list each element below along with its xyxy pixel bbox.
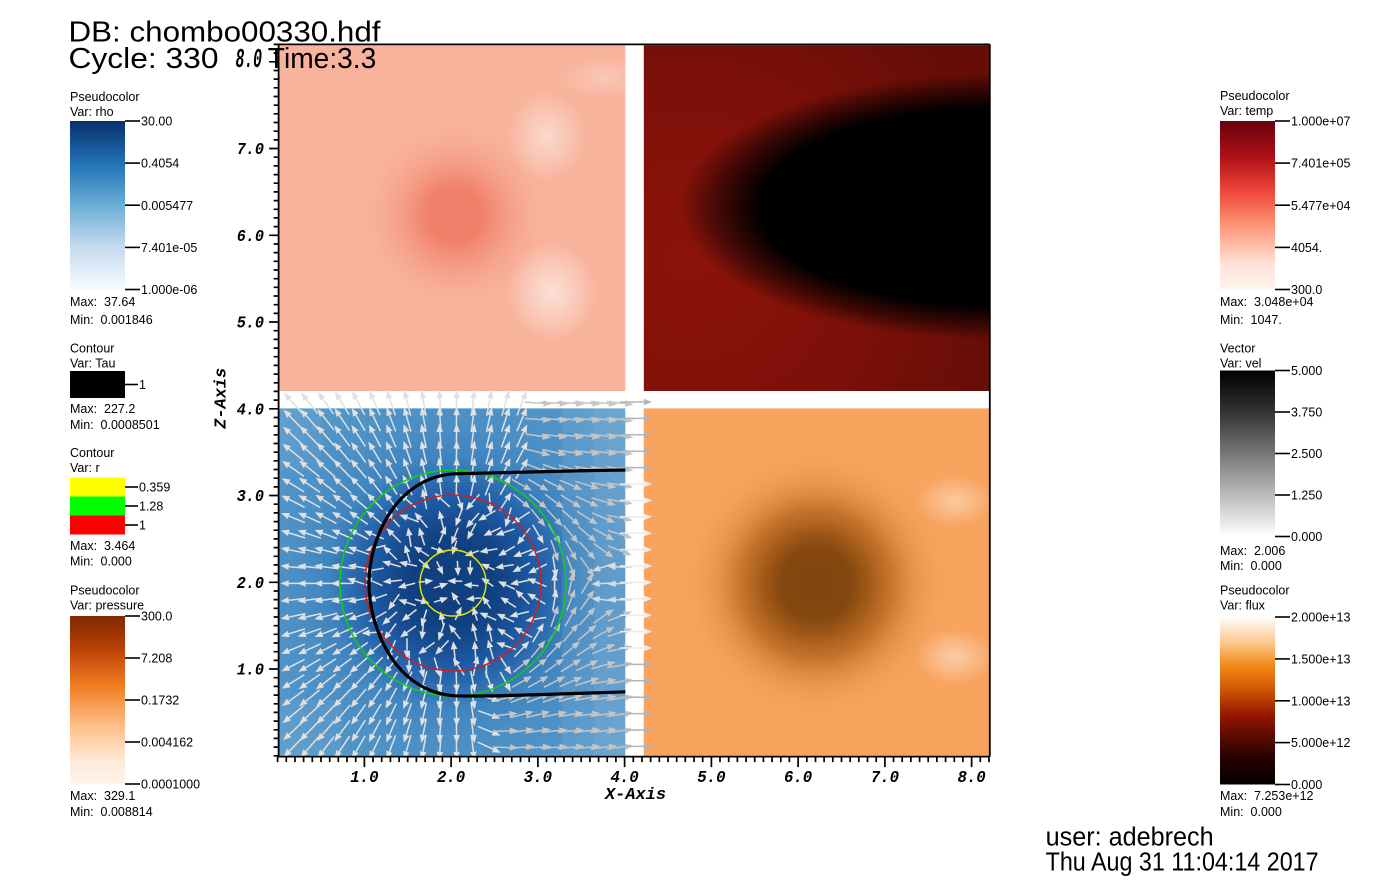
svg-text:300.0: 300.0 [141,610,172,624]
svg-text:Max: 3.048e+04: Max: 3.048e+04 [1220,295,1314,309]
svg-text:1.000e+07: 1.000e+07 [1291,115,1350,129]
svg-text:7.0: 7.0 [237,140,264,159]
svg-text:Vector: Vector [1220,342,1255,356]
svg-text:Var: vel: Var: vel [1220,357,1261,371]
svg-text:1.000e-06: 1.000e-06 [141,283,197,297]
svg-text:2.0: 2.0 [237,574,264,593]
svg-text:5.000e+12: 5.000e+12 [1291,736,1350,750]
svg-text:7.401e-05: 7.401e-05 [141,241,197,255]
svg-text:7.208: 7.208 [141,652,172,666]
svg-text:Pseudocolor: Pseudocolor [1220,584,1290,598]
svg-text:1: 1 [139,378,146,392]
svg-text:1.000e+13: 1.000e+13 [1291,694,1350,708]
svg-text:3.750: 3.750 [1291,406,1322,420]
svg-text:Var: r: Var: r [70,461,100,475]
svg-text:0.4054: 0.4054 [141,157,179,171]
svg-text:0.004162: 0.004162 [141,736,193,750]
svg-text:4054.: 4054. [1291,241,1322,255]
svg-text:Time:3.3: Time:3.3 [268,43,377,75]
svg-text:Max: 227.2: Max: 227.2 [70,402,135,416]
svg-text:Min: 1047.: Min: 1047. [1220,313,1282,327]
svg-text:0.0001000: 0.0001000 [141,778,200,792]
svg-text:Min: 0.000: Min: 0.000 [1220,805,1282,819]
svg-text:Max: 3.464: Max: 3.464 [70,539,135,553]
svg-text:Contour: Contour [70,446,114,460]
svg-text:7.401e+05: 7.401e+05 [1291,157,1350,171]
svg-text:Contour: Contour [70,342,114,356]
svg-text:300.0: 300.0 [1291,283,1322,297]
svg-text:2.000e+13: 2.000e+13 [1291,611,1350,625]
svg-text:Min: 0.000: Min: 0.000 [70,555,132,569]
svg-text:1.28: 1.28 [139,500,163,514]
svg-text:0.000: 0.000 [1291,778,1322,792]
svg-text:1.0: 1.0 [350,768,378,787]
svg-text:8.0: 8.0 [236,46,263,76]
svg-text:5.0: 5.0 [237,314,264,333]
svg-text:1.500e+13: 1.500e+13 [1291,653,1350,667]
svg-text:8.0: 8.0 [957,768,985,787]
svg-text:Min: 0.000: Min: 0.000 [1220,559,1282,573]
svg-text:30.00: 30.00 [141,115,172,129]
svg-text:Pseudocolor: Pseudocolor [70,90,140,104]
svg-text:1.0: 1.0 [237,661,264,680]
svg-text:Var: pressure: Var: pressure [70,599,144,613]
svg-text:4.0: 4.0 [237,400,264,419]
svg-text:DB: chombo00330.hdf: DB: chombo00330.hdf [69,16,381,48]
svg-text:Min: 0.008814: Min: 0.008814 [70,805,153,819]
svg-text:Max: 37.64: Max: 37.64 [70,295,135,309]
svg-text:Pseudocolor: Pseudocolor [1220,89,1290,103]
svg-text:2.0: 2.0 [437,768,465,787]
svg-text:Min: 0.001846: Min: 0.001846 [70,313,153,327]
svg-text:6.0: 6.0 [784,768,812,787]
svg-text:X-Axis: X-Axis [604,785,666,804]
svg-text:3.0: 3.0 [237,487,264,506]
svg-text:4.0: 4.0 [610,768,638,787]
svg-text:0.005477: 0.005477 [141,199,193,213]
svg-text:0.000: 0.000 [1291,530,1322,544]
svg-text:Var: Tau: Var: Tau [70,357,115,371]
svg-text:Max: 2.006: Max: 2.006 [1220,544,1285,558]
svg-text:Var: flux: Var: flux [1220,599,1266,613]
svg-text:0.1732: 0.1732 [141,694,179,708]
svg-text:7.0: 7.0 [871,768,899,787]
svg-text:6.0: 6.0 [237,227,264,246]
svg-text:2.500: 2.500 [1291,447,1322,461]
svg-text:Max: 329.1: Max: 329.1 [70,789,135,803]
svg-text:Pseudocolor: Pseudocolor [70,584,140,598]
svg-text:Thu Aug 31 11:04:14 2017: Thu Aug 31 11:04:14 2017 [1046,848,1319,876]
svg-text:1.250: 1.250 [1291,489,1322,503]
svg-text:5.0: 5.0 [697,768,725,787]
svg-text:5.000: 5.000 [1291,364,1322,378]
svg-text:Cycle: 330: Cycle: 330 [69,43,219,75]
svg-text:1: 1 [139,519,146,533]
svg-text:Var: temp: Var: temp [1220,104,1273,118]
svg-text:Z-Axis: Z-Axis [212,368,231,430]
svg-text:Min: 0.0008501: Min: 0.0008501 [70,418,160,432]
svg-text:0.359: 0.359 [139,481,170,495]
svg-text:Var: rho: Var: rho [70,105,114,119]
svg-text:Max: 7.253e+12: Max: 7.253e+12 [1220,789,1314,803]
svg-text:3.0: 3.0 [524,768,552,787]
svg-text:user: adebrech: user: adebrech [1046,823,1214,851]
svg-text:5.477e+04: 5.477e+04 [1291,199,1350,213]
